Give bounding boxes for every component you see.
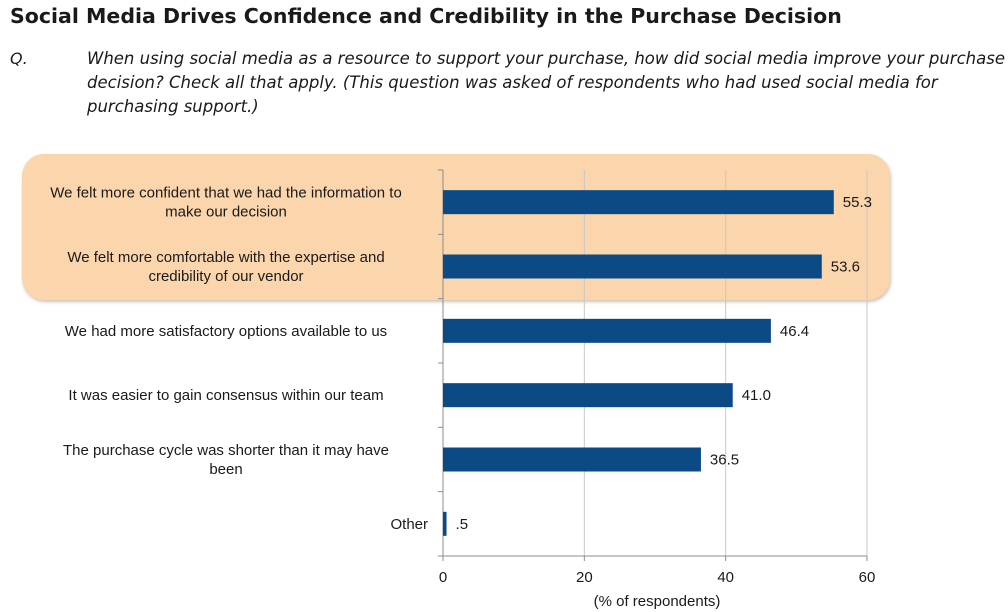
x-tick-label-40: 40 (717, 569, 734, 586)
value-label-4: 36.5 (710, 452, 739, 469)
x-tick-label-0: 0 (439, 569, 447, 586)
category-label-1: We felt more comfortable with the expert… (67, 249, 384, 285)
x-axis-title: (% of respondents) (594, 593, 721, 610)
x-tick-label-20: 20 (576, 569, 593, 586)
bar-3 (443, 383, 733, 408)
bar-5 (443, 511, 447, 536)
category-label-3: It was easier to gain consensus within o… (68, 387, 383, 404)
category-label-0: We felt more confident that we had the i… (50, 185, 402, 221)
axis-layer: 0 20 40 60 (% of respondents) (438, 169, 876, 610)
category-label-2: We had more satisfactory options availab… (65, 323, 387, 340)
category-label-line: We felt more comfortable with the expert… (67, 249, 384, 266)
category-label-4: The purchase cycle was shorter than it m… (63, 442, 389, 478)
bar-2 (443, 318, 771, 343)
x-tick-label-60: 60 (859, 569, 876, 586)
category-label-line: credibility of our vendor (148, 268, 303, 285)
category-label-line: Other (390, 516, 428, 533)
value-label-1: 53.6 (831, 259, 860, 276)
value-label-3: 41.0 (742, 387, 771, 404)
category-label-5: Other (390, 516, 428, 533)
bar-4 (443, 447, 701, 472)
question-text: When using social media as a resource to… (87, 49, 1005, 116)
value-label-0: 55.3 (843, 194, 872, 211)
value-label-5: .5 (456, 516, 469, 533)
bar-0 (443, 190, 834, 215)
category-label-line: We felt more confident that we had the i… (50, 185, 402, 202)
category-label-line: We had more satisfactory options availab… (65, 323, 387, 340)
value-label-2: 46.4 (780, 323, 809, 340)
category-label-line: The purchase cycle was shorter than it m… (63, 442, 389, 459)
category-label-line: been (209, 461, 242, 478)
chart-title: Social Media Drives Confidence and Credi… (10, 4, 842, 28)
bar-layer (443, 190, 834, 536)
question-label: Q. (10, 49, 28, 68)
label-layer: 55.3 We felt more confident that we had t… (50, 185, 872, 533)
bar-1 (443, 254, 822, 279)
category-label-line: make our decision (165, 204, 287, 221)
category-label-line: It was easier to gain consensus within o… (68, 387, 383, 404)
grid-layer (583, 170, 868, 556)
